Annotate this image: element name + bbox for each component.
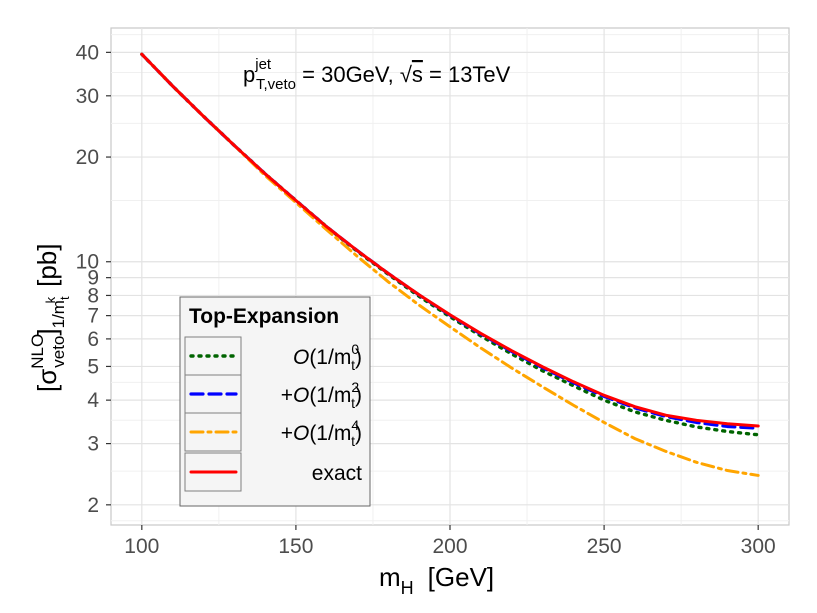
legend-label-part: ) [355,384,362,407]
legend-label-part: (1/m [309,346,351,369]
legend-label: +O(1/m4 t) [281,417,362,449]
y-tick-label: 7 [87,305,99,328]
legend-label-part: O [293,346,309,369]
y-title-close: ] [32,328,62,335]
y-tick-label: 40 [76,41,99,64]
legend-label-part: + [281,384,293,407]
legend-label: +O(1/m2 t) [281,379,362,411]
y-tick-label: 5 [87,355,99,378]
y-title-unit: [pb] [32,244,62,287]
x-tick-label: 100 [124,535,159,558]
annotation: pjet T,veto = 30GeV, √s = 13TeV [243,56,511,93]
y-tick-label: 8 [87,284,99,307]
y-tick-label: 3 [87,433,99,456]
y-tick-label: 4 [87,389,99,412]
x-axis-title-sub: H [401,578,414,598]
legend-label-part: (1/m [309,422,351,445]
legend-label-part: t [351,357,355,373]
legend-label-part: t [351,433,355,449]
legend-label-part: 2 [351,379,359,395]
legend-items: O(1/m0 t)+O(1/m2 t)+O(1/m4 t)exact [184,336,362,492]
y-tick-label: 10 [76,251,99,274]
legend-label-part: t [351,395,355,411]
annot-rest2: = 13TeV [423,62,511,87]
annot-s: s [412,62,423,87]
y-axis-title: [σNLO veto]1/mtk [pb] [28,244,72,392]
legend-label-part: + [281,422,293,445]
y-title-sub2-t: t [57,296,72,300]
annot-rest1: = 30GeV, [296,62,400,87]
legend-label-part: ) [355,346,362,369]
series-layer [140,52,760,477]
legend-label-part: O [293,384,309,407]
legend-label: exact [312,462,362,485]
y-tick-label: 6 [87,328,99,351]
annot-p-sup: jet [254,56,272,73]
x-axis-title-unit: [GeV] [428,562,494,592]
x-axis-title-main: m [379,562,401,592]
y-title-sub2-k: k [43,296,58,303]
y-title-sub: veto [49,336,68,368]
y-title-sub2: 1/m [49,300,68,328]
legend-title: Top-Expansion [189,305,339,328]
x-tick-label: 150 [278,535,313,558]
annot-sqrt: √ [400,62,413,87]
y-tick-label: 30 [76,85,99,108]
x-axis: 100 150 200 250 300 [124,525,776,558]
legend-label-part: 0 [351,341,359,357]
x-tick-label: 200 [432,535,467,558]
legend-label-part: (1/m [309,384,351,407]
x-tick-label: 300 [741,535,776,558]
y-tick-label: 20 [76,146,99,169]
annot-p-sub: T,veto [256,76,296,93]
x-tick-label: 250 [587,535,622,558]
x-axis-title: mH [GeV] [379,562,494,598]
annot-p: p [243,62,255,87]
legend-label-part: O [293,422,309,445]
y-tick-label: 2 [87,494,99,517]
y-title-sup: NLO [28,334,47,369]
series-line-exact [140,52,760,428]
legend-label: O(1/m0 t) [293,341,362,373]
y-title-open: [σ [32,369,62,392]
legend-label-part: ) [355,422,362,445]
legend-label-part: 4 [351,417,359,433]
y-tick-label: 9 [87,267,99,290]
legend: Top-Expansion O(1/m0 t)+O(1/m2 t)+O(1/m4 t)… [179,296,371,507]
